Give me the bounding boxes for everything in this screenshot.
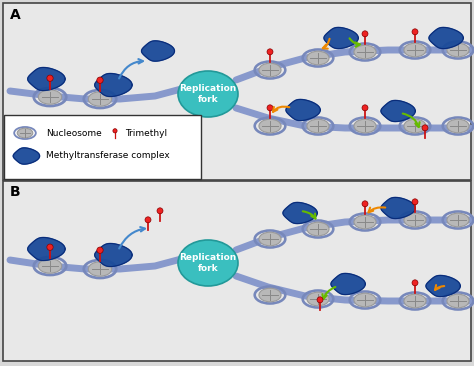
Circle shape (157, 208, 163, 214)
Ellipse shape (354, 215, 376, 229)
Ellipse shape (447, 43, 469, 57)
Circle shape (412, 199, 418, 205)
Ellipse shape (307, 119, 329, 133)
Ellipse shape (307, 51, 329, 65)
Ellipse shape (259, 288, 281, 302)
Circle shape (362, 31, 368, 37)
Circle shape (267, 49, 273, 55)
Circle shape (267, 105, 273, 111)
Circle shape (47, 244, 53, 250)
Polygon shape (95, 74, 132, 97)
Ellipse shape (88, 262, 112, 276)
Polygon shape (27, 238, 65, 261)
Ellipse shape (447, 213, 469, 227)
Polygon shape (13, 148, 40, 164)
Polygon shape (27, 67, 65, 90)
Ellipse shape (354, 293, 376, 307)
Ellipse shape (307, 222, 329, 236)
Ellipse shape (354, 45, 376, 59)
Polygon shape (283, 202, 317, 224)
Text: Replication
fork: Replication fork (179, 253, 237, 273)
Polygon shape (381, 197, 415, 219)
Ellipse shape (38, 90, 62, 104)
Ellipse shape (404, 119, 426, 133)
Text: Trimethyl: Trimethyl (125, 128, 167, 138)
Text: Replication
fork: Replication fork (179, 84, 237, 104)
Circle shape (47, 75, 53, 81)
Ellipse shape (38, 259, 62, 273)
Ellipse shape (178, 240, 238, 286)
Ellipse shape (17, 128, 33, 138)
Ellipse shape (404, 43, 426, 57)
FancyBboxPatch shape (4, 115, 201, 179)
FancyBboxPatch shape (3, 181, 471, 361)
Ellipse shape (259, 119, 281, 133)
Ellipse shape (178, 71, 238, 117)
Circle shape (97, 77, 103, 83)
Polygon shape (324, 27, 358, 49)
Ellipse shape (88, 92, 112, 106)
Ellipse shape (447, 294, 469, 308)
Text: A: A (10, 8, 21, 22)
Text: Methyltransferase complex: Methyltransferase complex (46, 152, 170, 161)
Text: Nucleosome: Nucleosome (46, 128, 102, 138)
Ellipse shape (307, 292, 329, 306)
FancyBboxPatch shape (3, 3, 471, 180)
Ellipse shape (354, 119, 376, 133)
Polygon shape (331, 273, 365, 295)
Circle shape (362, 105, 368, 111)
Ellipse shape (259, 63, 281, 77)
Ellipse shape (404, 213, 426, 227)
Polygon shape (381, 100, 415, 122)
Circle shape (362, 201, 368, 207)
Polygon shape (286, 100, 320, 120)
Polygon shape (142, 41, 174, 61)
Text: B: B (10, 185, 21, 199)
Circle shape (145, 217, 151, 223)
Circle shape (97, 247, 103, 253)
Ellipse shape (404, 294, 426, 308)
Polygon shape (429, 27, 463, 49)
Circle shape (317, 297, 323, 303)
Ellipse shape (447, 119, 469, 133)
Circle shape (422, 125, 428, 131)
Circle shape (412, 29, 418, 35)
Circle shape (412, 280, 418, 286)
Ellipse shape (259, 232, 281, 246)
Polygon shape (95, 243, 132, 266)
Circle shape (113, 129, 117, 133)
Polygon shape (426, 276, 460, 296)
